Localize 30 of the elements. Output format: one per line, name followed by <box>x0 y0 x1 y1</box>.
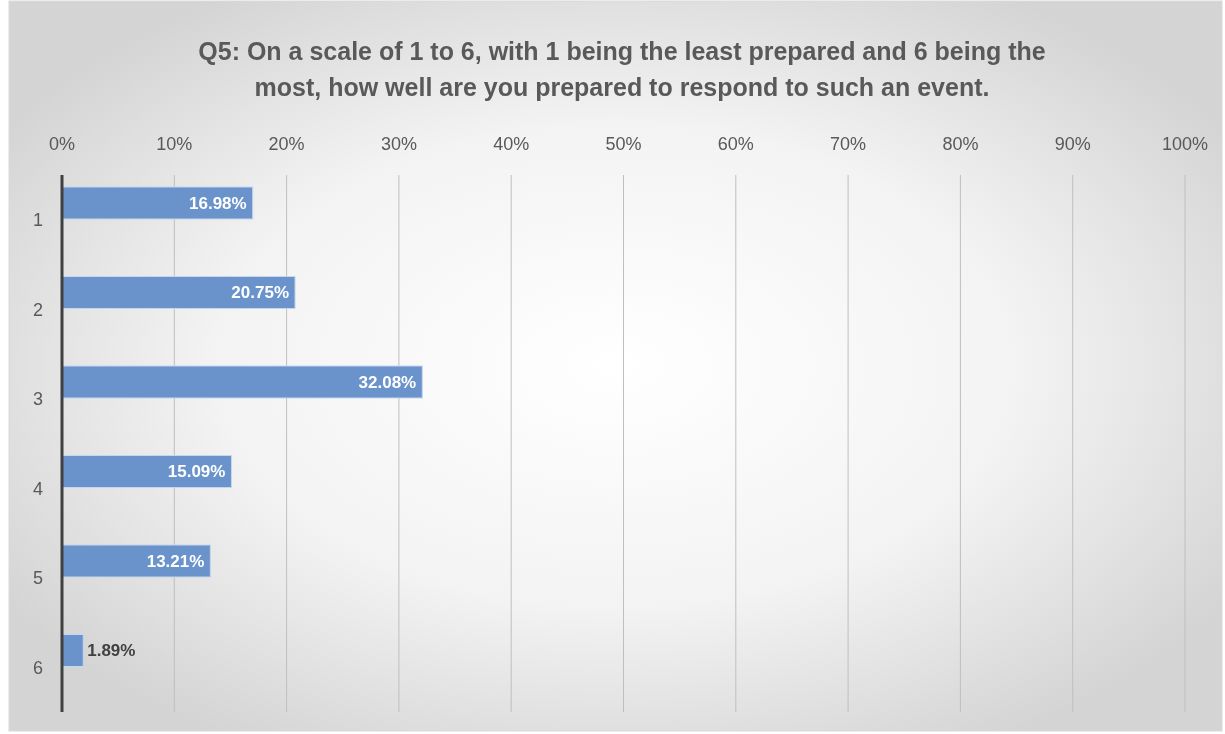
x-tick-label: 20% <box>268 134 305 154</box>
x-tick-label: 90% <box>1054 134 1091 154</box>
bar <box>61 544 211 578</box>
chart-title: Q5: On a scale of 1 to 6, with 1 being the least prepared and 6 being the most, how well are you prepared to respond to such an event. <box>198 37 1046 101</box>
x-tick-label: 10% <box>156 134 193 154</box>
x-tick-label: 0% <box>48 134 76 154</box>
data-label: 15.09% <box>167 462 226 482</box>
bar <box>61 276 296 309</box>
x-tick-label: 40% <box>493 134 530 154</box>
bar <box>61 634 84 667</box>
x-tick-label: 30% <box>380 134 417 154</box>
bar <box>61 455 232 488</box>
x-tick-label: 60% <box>717 134 754 154</box>
x-tick-label: 80% <box>942 134 979 154</box>
x-tick-label: 100% <box>1161 134 1209 154</box>
bar <box>61 186 254 220</box>
y-tick-label: 5 <box>32 568 44 589</box>
data-label: 13.21% <box>146 551 205 571</box>
y-tick-label: 6 <box>32 657 44 678</box>
data-label: 16.98% <box>189 193 247 213</box>
data-label: 32.08% <box>358 372 417 392</box>
y-tick-label: 1 <box>32 210 44 231</box>
x-tick-label: 70% <box>830 134 867 154</box>
data-label: 20.75% <box>231 283 290 303</box>
bar <box>61 365 423 399</box>
x-tick-label: 50% <box>605 134 642 154</box>
y-tick-label: 2 <box>32 299 44 320</box>
y-tick-label: 4 <box>32 478 44 499</box>
y-tick-label: 3 <box>32 389 44 410</box>
data-label: 1.89% <box>87 641 136 661</box>
